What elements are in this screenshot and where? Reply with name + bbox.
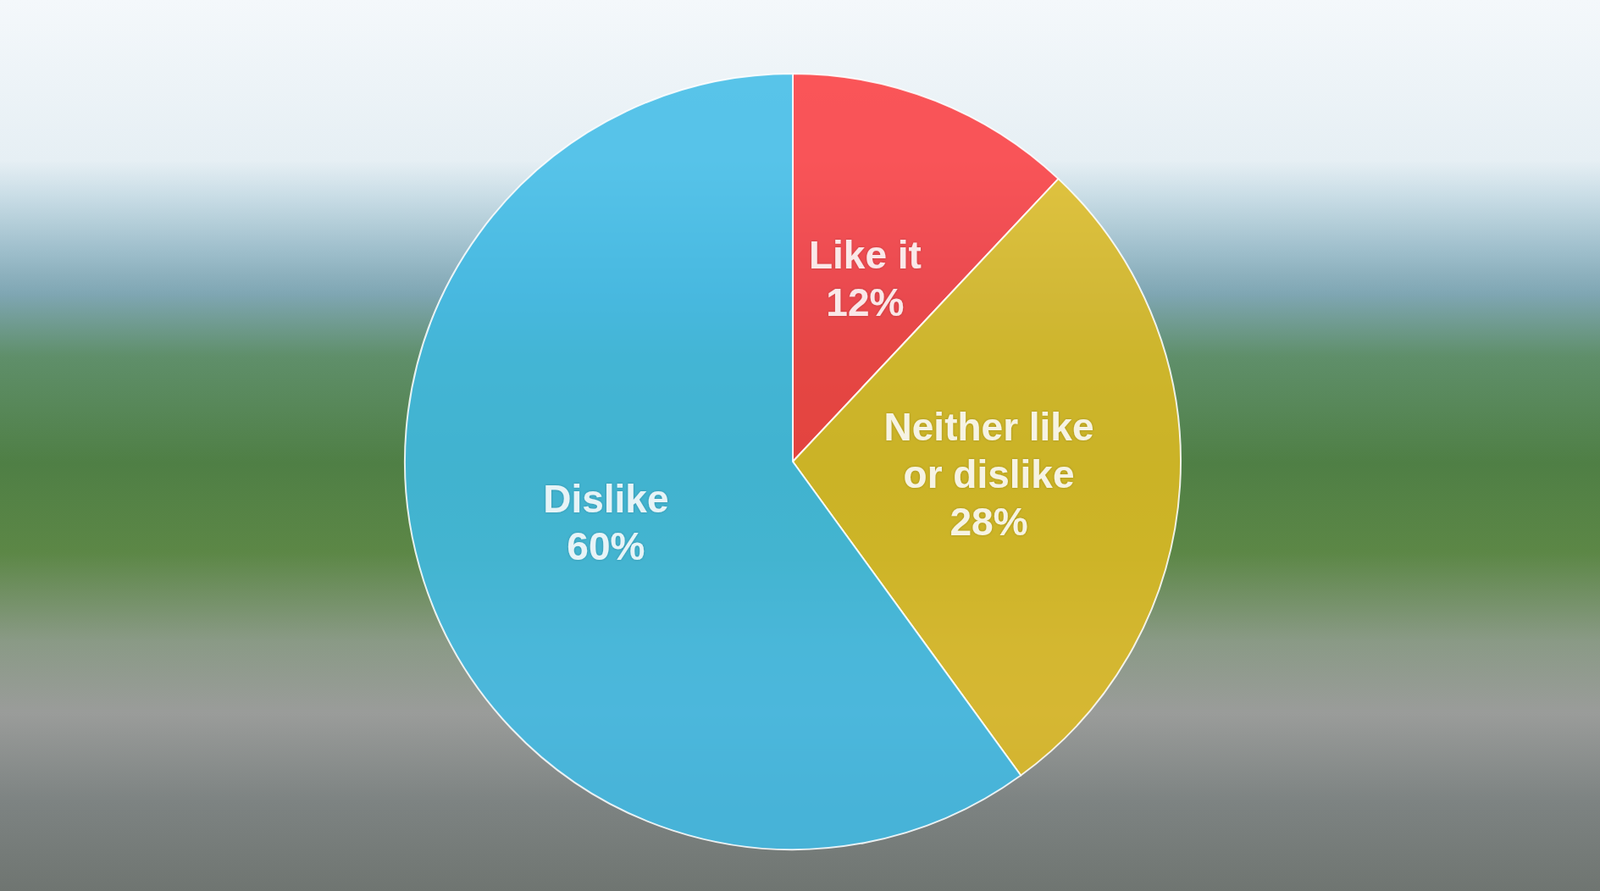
svg-text:12%: 12%: [825, 280, 904, 325]
svg-text:Dislike: Dislike: [542, 476, 669, 521]
svg-text:60%: 60%: [566, 524, 645, 569]
svg-text:Neither like: Neither like: [884, 404, 1095, 449]
svg-text:Like it: Like it: [808, 232, 922, 277]
svg-text:or dislike: or dislike: [903, 452, 1075, 497]
svg-text:28%: 28%: [950, 499, 1029, 544]
